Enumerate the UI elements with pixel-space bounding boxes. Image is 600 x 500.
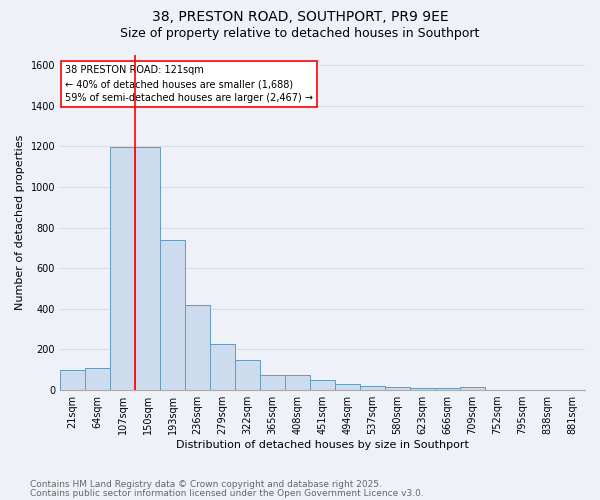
Text: 38, PRESTON ROAD, SOUTHPORT, PR9 9EE: 38, PRESTON ROAD, SOUTHPORT, PR9 9EE [152,10,448,24]
Bar [135,148,160,390]
Bar [85,368,110,390]
Bar [60,370,85,390]
Bar [410,388,435,390]
Bar [160,240,185,390]
Bar [310,380,335,390]
Text: Size of property relative to detached houses in Southport: Size of property relative to detached ho… [121,28,479,40]
Y-axis label: Number of detached properties: Number of detached properties [15,135,25,310]
Bar [235,360,260,390]
Bar [460,387,485,390]
Bar [110,148,135,390]
Bar [360,386,385,390]
Bar [210,344,235,390]
Text: Contains public sector information licensed under the Open Government Licence v3: Contains public sector information licen… [30,488,424,498]
Bar [435,388,460,390]
Bar [285,375,310,390]
X-axis label: Distribution of detached houses by size in Southport: Distribution of detached houses by size … [176,440,469,450]
Bar [185,305,210,390]
Text: 38 PRESTON ROAD: 121sqm
← 40% of detached houses are smaller (1,688)
59% of semi: 38 PRESTON ROAD: 121sqm ← 40% of detache… [65,65,313,103]
Bar [260,375,285,390]
Bar [385,387,410,390]
Bar [335,384,360,390]
Text: Contains HM Land Registry data © Crown copyright and database right 2025.: Contains HM Land Registry data © Crown c… [30,480,382,489]
